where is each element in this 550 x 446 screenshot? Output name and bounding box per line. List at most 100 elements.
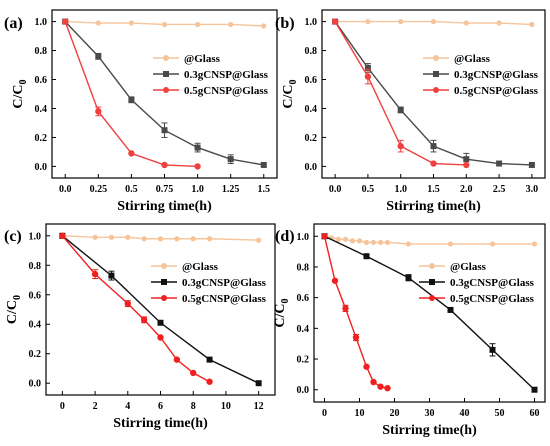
x-tick-label: 4 xyxy=(125,401,130,412)
x-tick-label: 20 xyxy=(390,408,400,419)
data-point xyxy=(128,150,135,157)
y-axis-title-main: C/C xyxy=(281,84,296,108)
data-point xyxy=(321,233,328,240)
data-point xyxy=(370,378,377,386)
legend: @Glass 0.3gCNSP@Glass 0.5gCNSP@Glass xyxy=(419,261,535,305)
series-2 xyxy=(321,233,391,392)
data-point xyxy=(430,18,437,25)
y-tick-label: 0.4 xyxy=(305,104,318,115)
data-point xyxy=(227,156,234,163)
x-tick-label: 1.5 xyxy=(427,184,440,195)
data-point xyxy=(342,236,349,242)
chart-panel-c: 0 2 4 6 8 10 12 0.0 0.2 0.4 0.6 0.8 1.0 Stirring time… xyxy=(5,223,276,431)
y-tick-label: 0.2 xyxy=(297,355,310,366)
y-tick-label: 0.0 xyxy=(35,162,48,173)
data-point xyxy=(496,20,502,26)
data-point xyxy=(531,241,538,247)
y-tick-label: 0.2 xyxy=(35,133,48,144)
legend-label: 0.3gCNSP@Glass xyxy=(182,277,267,289)
y-tick-label: 0.6 xyxy=(35,75,48,86)
data-point xyxy=(349,238,356,244)
x-tick-label: 0.5 xyxy=(125,184,138,195)
x-tick-label: 1.5 xyxy=(258,184,271,195)
data-point xyxy=(173,356,181,363)
y-tick-label: 0.0 xyxy=(305,162,318,173)
data-point xyxy=(331,18,339,25)
x-axis-title: Stirring time(h) xyxy=(113,416,208,431)
y-tick-label: 1.0 xyxy=(29,231,42,242)
legend-label: 0.3gCNSP@Glass xyxy=(184,69,269,81)
y-tick-label: 0.6 xyxy=(305,75,318,86)
x-tick-label: 2.5 xyxy=(493,184,506,195)
y-tick-label: 0.2 xyxy=(29,349,42,360)
legend-marker xyxy=(161,263,167,269)
chart-panel-a: 0.0 0.25 0.5 0.75 1.0 1.25 1.5 0.0 0.2 0.4 0.6 0.8 1… xyxy=(11,9,278,214)
x-tick-label: 3.0 xyxy=(526,184,539,195)
data-point xyxy=(529,21,535,28)
data-point xyxy=(194,144,201,151)
series-2 xyxy=(59,232,213,385)
data-point xyxy=(377,383,384,390)
legend-label: @Glass xyxy=(184,53,221,65)
legend-marker xyxy=(161,295,167,301)
legend-marker xyxy=(163,87,169,93)
x-tick-label: 0.25 xyxy=(90,184,108,195)
data-point xyxy=(194,163,201,170)
data-point xyxy=(489,346,496,353)
legend: @Glass 0.3gCNSP@Glass 0.5gCNSP@Glass xyxy=(151,261,267,305)
y-tick-label: 0.6 xyxy=(29,290,42,301)
data-point xyxy=(331,277,339,284)
data-point xyxy=(206,378,213,385)
series-0 xyxy=(321,233,538,247)
series-2 xyxy=(62,18,201,170)
legend-marker xyxy=(163,55,169,61)
data-point xyxy=(528,161,535,168)
data-point xyxy=(91,270,99,278)
data-point xyxy=(447,241,454,247)
data-point xyxy=(157,334,164,341)
data-point xyxy=(95,53,102,60)
data-point xyxy=(125,234,131,240)
x-axis-title: Stirring time(h) xyxy=(382,423,477,438)
series-0 xyxy=(332,18,535,28)
legend-marker xyxy=(429,279,435,285)
x-tick-label: 1.0 xyxy=(191,184,204,195)
data-point xyxy=(531,386,538,393)
data-point xyxy=(228,21,234,28)
legend-marker xyxy=(433,71,439,77)
chart-panel-d: 0 10 20 30 40 50 60 0.0 0.2 0.4 0.6 0.8 1.0 Stirring … xyxy=(273,223,546,438)
data-point xyxy=(463,161,470,169)
data-point xyxy=(363,239,370,246)
series-1 xyxy=(59,232,262,387)
legend-label: @Glass xyxy=(454,53,491,65)
x-tick-label: 8 xyxy=(191,401,196,412)
data-point xyxy=(463,20,469,26)
panel-label: (c) xyxy=(4,228,22,245)
legend-label: @Glass xyxy=(450,261,487,273)
data-point xyxy=(157,236,164,242)
panel-label: (d) xyxy=(275,228,295,245)
legend-label: 0.3gCNSP@Glass xyxy=(454,69,539,81)
y-axis-title: C/C0 xyxy=(273,298,291,327)
data-point xyxy=(161,127,168,134)
y-axis-title-subscript: 0 xyxy=(288,79,299,84)
y-tick-label: 0.8 xyxy=(29,261,42,272)
y-axis-title-subscript: 0 xyxy=(280,298,291,303)
data-point xyxy=(174,236,180,242)
data-point xyxy=(140,316,148,324)
data-point xyxy=(363,253,370,260)
y-tick-label: 0.8 xyxy=(305,46,318,57)
x-axis-title: Stirring time(h) xyxy=(117,199,212,214)
data-point xyxy=(260,161,267,168)
x-tick-label: 6 xyxy=(158,401,163,412)
data-point xyxy=(405,274,412,281)
data-point xyxy=(405,241,412,247)
data-point xyxy=(397,142,404,150)
series-line xyxy=(61,235,210,383)
x-tick-label: 2 xyxy=(93,401,98,412)
data-point xyxy=(95,20,101,26)
data-point xyxy=(108,234,115,240)
data-point xyxy=(384,384,391,392)
data-point xyxy=(161,21,168,28)
